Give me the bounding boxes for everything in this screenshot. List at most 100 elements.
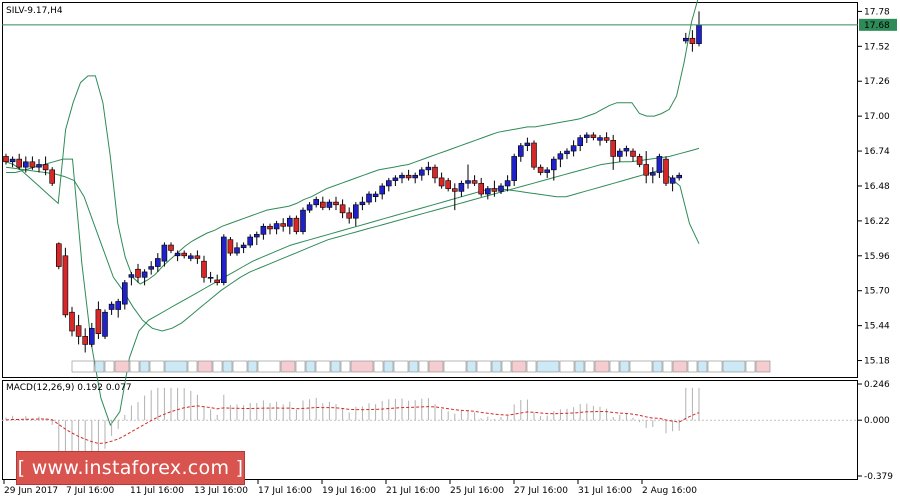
candle xyxy=(425,161,432,176)
date-strip-cell xyxy=(197,360,213,373)
date-strip-cell xyxy=(722,360,746,373)
candle xyxy=(504,175,511,192)
candle xyxy=(174,250,181,262)
date-strip-cell xyxy=(129,360,140,373)
date-strip-cell xyxy=(594,360,610,373)
candle-body xyxy=(484,188,491,195)
watermark-text: [ www.instaforex.com ] xyxy=(17,457,244,479)
candle-body xyxy=(148,266,154,270)
candle xyxy=(234,242,240,256)
candle-body xyxy=(570,145,577,152)
candle-body xyxy=(498,185,504,192)
candle xyxy=(511,153,518,186)
date-strip-cell xyxy=(443,360,467,373)
candle-body xyxy=(306,204,313,211)
candle xyxy=(372,191,379,203)
candle xyxy=(221,234,227,286)
candle xyxy=(577,134,584,152)
candle xyxy=(148,261,154,275)
candle xyxy=(630,148,636,162)
main-border xyxy=(2,2,858,378)
candle xyxy=(254,231,260,246)
candle-body xyxy=(590,134,597,138)
candle xyxy=(438,172,445,189)
candle-body xyxy=(636,156,643,165)
candle xyxy=(570,140,577,157)
candle-body xyxy=(432,166,438,179)
candle-body xyxy=(82,336,88,345)
lower-band xyxy=(6,158,700,427)
candle xyxy=(62,247,69,318)
candle xyxy=(669,175,676,192)
date-strip-cell xyxy=(94,360,105,373)
candle xyxy=(465,164,471,189)
price-tick-label: 16.22 xyxy=(864,217,890,227)
candle-body xyxy=(517,145,524,157)
candle xyxy=(128,271,135,286)
candle xyxy=(392,175,399,186)
candle xyxy=(352,202,359,227)
date-strip-cell xyxy=(222,360,233,373)
candle-body xyxy=(273,223,280,230)
candle xyxy=(135,263,141,283)
candle-body xyxy=(511,156,518,181)
macd-panel: 0.246 0.000 -0.379 xyxy=(2,380,893,482)
candle xyxy=(188,253,194,262)
candle xyxy=(412,172,419,184)
candle-body xyxy=(583,134,590,138)
candle-body xyxy=(524,142,531,146)
date-strip-cell xyxy=(584,360,595,373)
candle-body xyxy=(676,174,683,179)
candle-body xyxy=(75,325,82,337)
candle-body xyxy=(221,236,227,283)
candle-body xyxy=(504,180,511,187)
candle xyxy=(346,207,353,224)
date-strip-cell xyxy=(619,360,630,373)
candle xyxy=(155,253,161,272)
candle-body xyxy=(352,204,359,219)
candle xyxy=(108,301,115,315)
candle xyxy=(115,298,121,318)
candle xyxy=(676,172,683,181)
date-strip xyxy=(71,360,771,373)
candle xyxy=(326,199,333,211)
candle xyxy=(122,279,128,310)
candle xyxy=(399,172,405,184)
candle xyxy=(597,134,603,146)
candle xyxy=(564,148,570,160)
candle xyxy=(537,164,544,176)
time-tick-label: 13 Jul 16:00 xyxy=(194,486,248,496)
candle-body xyxy=(577,137,584,146)
candle xyxy=(333,196,339,211)
price-tick-label: 15.18 xyxy=(864,357,890,367)
date-strip-cell xyxy=(526,360,537,373)
candle xyxy=(313,196,320,208)
price-axis: 17.78 17.52 17.26 17.00 16.74 16.48 16.22 15.96… xyxy=(858,7,897,367)
candle xyxy=(267,223,273,235)
candle-body xyxy=(49,169,56,184)
candle xyxy=(9,156,16,168)
symbol-title: SILV-9.17,H4 xyxy=(6,6,63,16)
candle-body xyxy=(544,169,551,173)
date-strip-cell xyxy=(164,360,188,373)
candle-body xyxy=(465,180,471,184)
date-strip-cell xyxy=(350,360,374,373)
candle-body xyxy=(669,177,676,184)
candle-body xyxy=(36,164,42,168)
date-strip-cell xyxy=(315,360,331,373)
candle-body xyxy=(359,201,366,206)
date-strip-cell xyxy=(305,360,316,373)
price-tag xyxy=(859,18,897,31)
candle-body xyxy=(478,182,485,195)
date-strip-cell xyxy=(629,360,653,373)
candle xyxy=(102,309,108,340)
candle-body xyxy=(42,164,49,171)
time-tick-label: 29 Jun 2017 xyxy=(4,486,58,496)
candle-body xyxy=(399,174,405,179)
candle-body xyxy=(155,258,161,267)
candle-body xyxy=(141,271,148,278)
candle-body xyxy=(616,150,623,157)
candle-body xyxy=(16,158,23,168)
date-strip-cell xyxy=(466,360,477,373)
